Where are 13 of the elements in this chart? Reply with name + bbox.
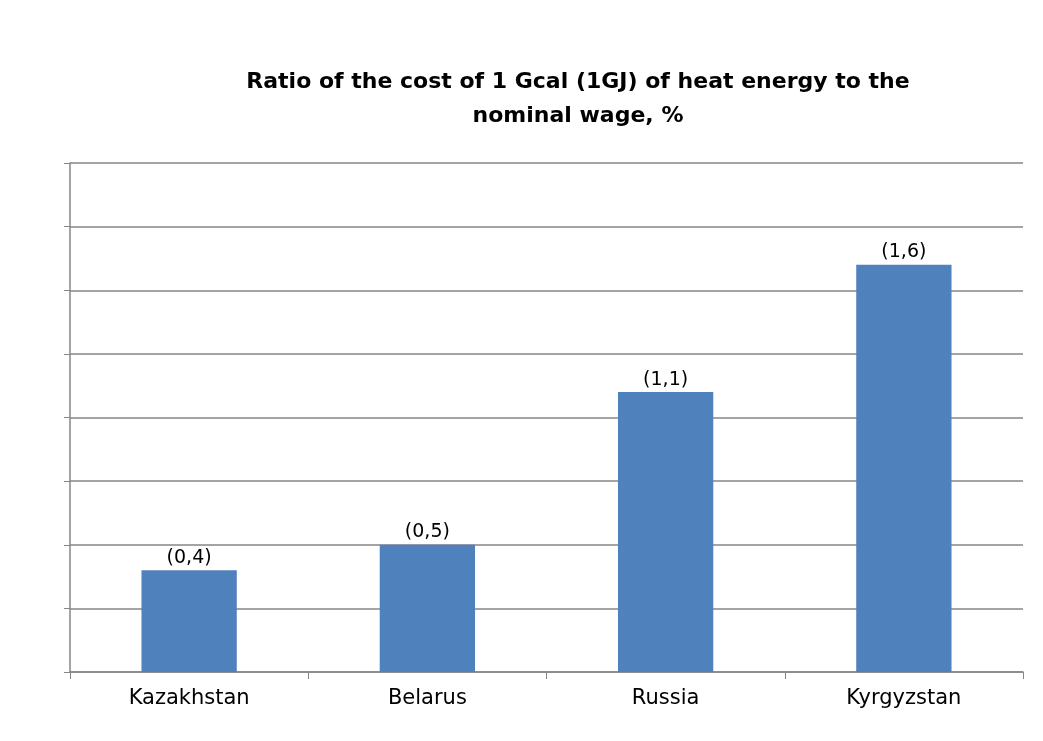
x-tick-label: Russia xyxy=(631,684,700,709)
bar xyxy=(856,264,952,672)
x-tick-label: Kazakhstan xyxy=(128,684,250,709)
data-label: (1,6) xyxy=(881,239,927,262)
x-tick-label: Belarus xyxy=(387,684,467,709)
data-label: (0,4) xyxy=(166,544,212,567)
bar xyxy=(379,544,476,672)
x-tick-label: Kyrgyzstan xyxy=(846,684,962,709)
chart-title: Ratio of the cost of 1 Gcal (1GJ) of heat energy to the nominal wage, % xyxy=(246,67,910,127)
bar xyxy=(617,392,714,672)
data-label: (0,5) xyxy=(404,519,450,542)
bar xyxy=(141,570,237,672)
data-label: (1,1) xyxy=(643,366,689,389)
